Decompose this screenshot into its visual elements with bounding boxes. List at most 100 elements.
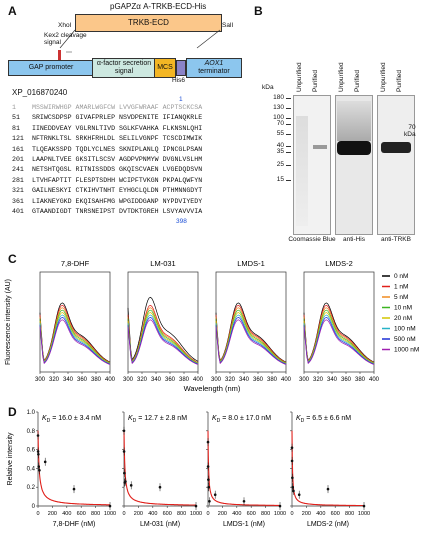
y-tick-label: 0.6 bbox=[27, 448, 36, 454]
sequence-line-text: GAILNESKYI CTKIHVTNHT EYHGCLQLDN PTHMNNG… bbox=[32, 187, 203, 195]
data-point bbox=[72, 487, 76, 491]
sequence-line-text: TLQEAKSSPD TQDLYCLNES SKNIPLANLQ IPNCGLP… bbox=[32, 145, 203, 153]
data-point bbox=[37, 453, 40, 456]
ladder-tick bbox=[286, 146, 291, 147]
ladder-marker-100: 100 bbox=[273, 114, 284, 121]
x-tick-label: 0 bbox=[122, 511, 125, 517]
ladder-marker-25: 25 bbox=[276, 161, 284, 168]
ladder-tick bbox=[286, 118, 291, 119]
sequence-line: 201 LAAPNLTVEE GKSITLSCSV AGDPVPNMYW DVGN… bbox=[12, 155, 202, 165]
fluorescence-subplot: LMDS-2 300 320 340 360 380 400 bbox=[299, 259, 380, 383]
data-point bbox=[208, 500, 211, 503]
ladder-marker-180: 180 bbox=[273, 94, 284, 101]
data-point bbox=[207, 485, 211, 489]
data-point bbox=[123, 471, 126, 475]
x-tick-label: 380 bbox=[91, 377, 102, 383]
x-tick-label: 200 bbox=[218, 511, 227, 517]
xhoi-site: XhoI bbox=[58, 22, 72, 29]
fit-curve bbox=[207, 430, 280, 506]
data-point bbox=[292, 489, 295, 493]
x-tick-label: 600 bbox=[163, 511, 172, 517]
x-tick-label: 200 bbox=[302, 511, 311, 517]
ladder-tick bbox=[286, 98, 291, 99]
panel-d-label: D bbox=[8, 405, 17, 419]
data-point bbox=[290, 459, 294, 463]
data-point bbox=[297, 493, 301, 497]
binding-chart: Relative intensity 0 0.2 0.4 0.6 0.8 1.0 0 200 40… bbox=[7, 410, 370, 528]
data-point bbox=[206, 465, 210, 468]
sequence-line-text: NFTRNKLTSL SRKHFRHLDL SELILVGNPF TCSCDIM… bbox=[32, 135, 203, 143]
kda-label: kDa bbox=[262, 84, 274, 91]
ladder-tick bbox=[286, 108, 291, 109]
sequence-line-text: MSSWIRWHGP AMARLWGFCW LVVGFWRAAF ACPTSCK… bbox=[32, 104, 203, 111]
spectrum-line bbox=[127, 304, 199, 363]
sequence-line-text: LIAKNEYGKD EKQISAHFMG WPGIDDGANP NYPDVIY… bbox=[32, 197, 203, 205]
x-tick-label: 200 bbox=[48, 511, 57, 517]
sequence-line-text: LTVHFAPTIT FLESPTSDHH WCIPFTVKGN PKPALQW… bbox=[32, 176, 203, 184]
binding-subplot: 0 200 400 600 800 1000 KD = 6.5 ± 6.6 nM LMDS-2… bbox=[290, 411, 370, 528]
sequence-end-marker: 398 bbox=[176, 218, 187, 225]
sequence-line-text: IINEDDVEAY VGLRNLTIVD SGLKFVAHKA FLKNSNL… bbox=[32, 124, 203, 132]
x-tick-label: 400 bbox=[105, 377, 116, 383]
sequence-line-number: 1 bbox=[12, 104, 16, 111]
caption-anti-his: anti-His bbox=[342, 236, 366, 243]
aox1-sub-label: terminator bbox=[198, 68, 230, 75]
construct-title: pGAPZα A-TRKB-ECD-His bbox=[110, 2, 207, 11]
kex2-marker bbox=[58, 50, 61, 64]
x-tick-label: 1000 bbox=[190, 511, 202, 517]
sequence-start-marker: 1 bbox=[179, 96, 183, 103]
legend-label: 10 nM bbox=[394, 305, 412, 312]
lane-label-unpurified: Unpurified bbox=[380, 62, 387, 92]
data-point bbox=[129, 484, 133, 487]
data-point bbox=[124, 480, 127, 483]
x-tick-label: 400 bbox=[62, 511, 71, 517]
y-tick-label: 0 bbox=[32, 504, 36, 510]
x-tick-label: 360 bbox=[77, 377, 88, 383]
ladder-tick bbox=[286, 180, 291, 181]
data-point bbox=[36, 450, 40, 453]
legend-label: 100 nM bbox=[394, 326, 416, 333]
sequence-line: 401 GTAANDIGDT TNRSNEIPST DVTDKTGREH LSVY… bbox=[12, 207, 202, 217]
x-tick-label: 1000 bbox=[104, 511, 116, 517]
spectrum-line bbox=[127, 296, 199, 362]
sequence-line-number: 81 bbox=[12, 124, 20, 132]
sequence-line: 161 TLQEAKSSPD TQDLYCLNES SKNIPLANLQ IPNC… bbox=[12, 145, 202, 155]
ladder-marker-15: 15 bbox=[276, 176, 284, 183]
data-point bbox=[291, 476, 294, 480]
x-tick-label: 1000 bbox=[358, 511, 370, 517]
panel-b-label: B bbox=[254, 4, 263, 18]
x-tick-label: 400 bbox=[369, 377, 380, 383]
data-point bbox=[362, 504, 366, 508]
spectrum-line bbox=[39, 319, 111, 365]
sequence-line-number: 161 bbox=[12, 145, 24, 153]
fluorescence-subplot: 7,8-DHF 300 320 340 360 380 400 bbox=[35, 259, 116, 383]
binding-ylabel: Relative intensity bbox=[7, 432, 14, 485]
fit-curve bbox=[291, 430, 364, 507]
aox1-label: AOX1 bbox=[204, 60, 224, 67]
x-tick-label: 800 bbox=[345, 511, 354, 517]
sequence-line-text: NETSHTQGSL RITNISSDDS GKQISCVAEN LVGEDQD… bbox=[32, 166, 203, 174]
x-tick-label: 300 bbox=[123, 377, 134, 383]
legend-label: 5 nM bbox=[394, 294, 408, 301]
x-tick-label: 400 bbox=[232, 511, 241, 517]
fit-curve bbox=[123, 430, 196, 506]
ladder-marker-40: 40 bbox=[276, 142, 284, 149]
accession-number: XP_016870240 bbox=[12, 88, 68, 97]
binding-xlabel: LMDS-1 (nM) bbox=[223, 521, 265, 528]
right-marker-value: 70 bbox=[408, 124, 416, 131]
data-point bbox=[38, 468, 41, 472]
x-tick-label: 600 bbox=[247, 511, 256, 517]
compound-title: LMDS-2 bbox=[325, 259, 353, 268]
x-tick-label: 380 bbox=[355, 377, 366, 383]
y-tick-label: 0.4 bbox=[27, 466, 36, 472]
compound-title: LM-031 bbox=[150, 259, 175, 268]
x-tick-label: 320 bbox=[49, 377, 60, 383]
x-tick-label: 360 bbox=[165, 377, 176, 383]
fit-curve bbox=[37, 430, 110, 506]
lane-label-purified: Purified bbox=[396, 69, 403, 92]
x-tick-label: 400 bbox=[281, 377, 292, 383]
panel-c-label: C bbox=[8, 252, 17, 266]
y-tick-label: 0.2 bbox=[27, 485, 36, 491]
ladder-marker-55: 55 bbox=[276, 130, 284, 137]
ladder-marker-35: 35 bbox=[276, 148, 284, 155]
